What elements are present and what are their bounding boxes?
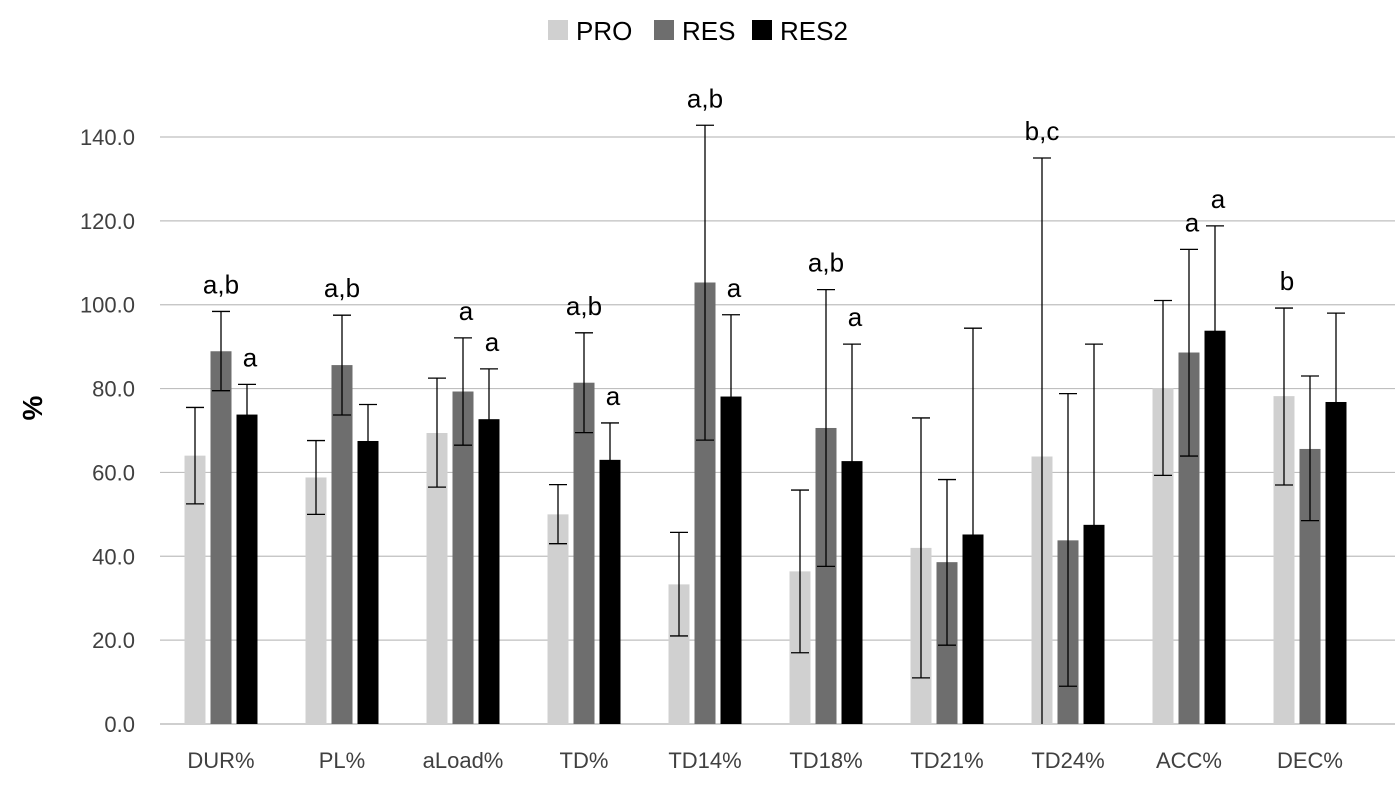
bar: [1273, 396, 1295, 724]
bar: [573, 382, 595, 724]
x-tick-label: DUR%: [187, 748, 254, 773]
significance-label: a: [459, 296, 474, 326]
significance-label: b: [1280, 266, 1294, 296]
bar: [305, 477, 327, 724]
bar: [452, 391, 474, 724]
significance-label: b,c: [1025, 116, 1060, 146]
legend-label: RES2: [780, 16, 848, 46]
legend-swatch: [654, 20, 674, 40]
x-tick-label: PL%: [319, 748, 365, 773]
bar: [599, 459, 621, 724]
bar: [210, 351, 232, 724]
bar: [1152, 388, 1174, 724]
bars: [184, 282, 1347, 724]
x-tick-label: TD14%: [668, 748, 741, 773]
y-tick-label: 40.0: [92, 544, 135, 569]
significance-label: a: [727, 273, 742, 303]
legend-swatch: [752, 20, 772, 40]
significance-label: a,b: [324, 273, 360, 303]
bar: [1299, 448, 1321, 724]
bar: [1204, 330, 1226, 724]
x-tick-label: TD24%: [1031, 748, 1104, 773]
y-axis-label: %: [17, 395, 48, 420]
significance-label: a: [1185, 207, 1200, 237]
x-axis-ticks: DUR% PL% aLoad% TD% TD14% TD18% TD21% TD24% ACC%…: [187, 748, 1343, 773]
legend-label: RES: [682, 16, 735, 46]
x-tick-label: TD%: [560, 748, 609, 773]
y-axis-ticks: 0.0 20.0 40.0 60.0 80.0 100.0 120.0 140.0: [80, 125, 135, 737]
bar: [331, 365, 353, 724]
y-tick-label: 120.0: [80, 209, 135, 234]
y-tick-label: 60.0: [92, 460, 135, 485]
y-tick-label: 100.0: [80, 293, 135, 318]
x-tick-label: ACC%: [1156, 748, 1222, 773]
bar: [184, 455, 206, 724]
x-tick-label: DEC%: [1277, 748, 1343, 773]
x-tick-label: aLoad%: [423, 748, 504, 773]
significance-label: a,b: [687, 83, 723, 113]
bar: [478, 419, 500, 724]
y-tick-label: 20.0: [92, 628, 135, 653]
legend-label: PRO: [576, 16, 632, 46]
significance-label: a,b: [566, 291, 602, 321]
significance-label: a,b: [808, 248, 844, 278]
significance-label: a: [243, 342, 258, 372]
bar: [357, 440, 379, 724]
legend: PRO RES RES2: [548, 16, 848, 46]
significance-label: a: [606, 381, 621, 411]
bar: [668, 584, 690, 724]
significance-label: a: [848, 302, 863, 332]
x-tick-label: TD18%: [789, 748, 862, 773]
bar: [1178, 352, 1200, 724]
bar: [694, 282, 716, 724]
bar: [236, 414, 258, 724]
bar: [815, 427, 837, 724]
y-tick-label: 140.0: [80, 125, 135, 150]
bar: [841, 461, 863, 724]
y-tick-label: 0.0: [104, 712, 135, 737]
legend-swatch: [548, 20, 568, 40]
bar: [426, 433, 448, 724]
significance-label: a,b: [203, 269, 239, 299]
x-tick-label: TD21%: [910, 748, 983, 773]
significance-label: a: [1211, 184, 1226, 214]
bar: [1325, 401, 1347, 724]
bar: [547, 514, 569, 724]
significance-label: a: [485, 327, 500, 357]
y-tick-label: 80.0: [92, 377, 135, 402]
error-bars: [186, 124, 1345, 724]
